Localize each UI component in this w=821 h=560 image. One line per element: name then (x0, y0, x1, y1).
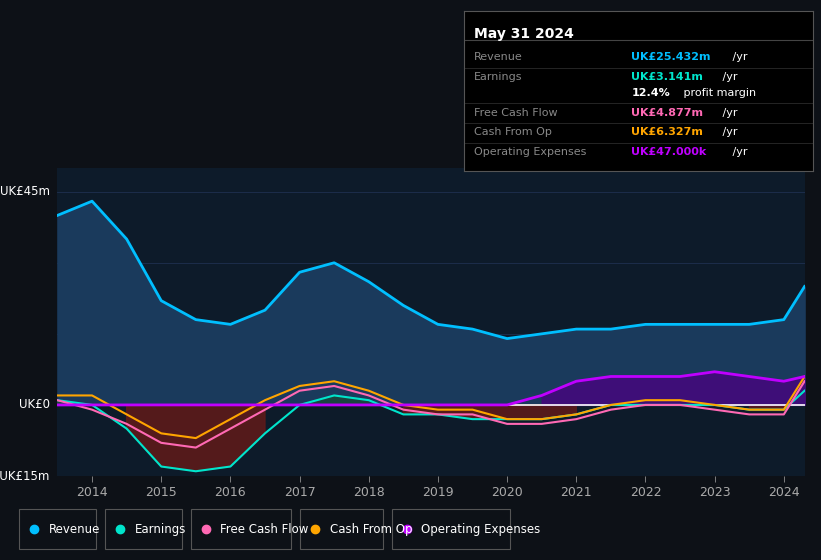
Text: UK£0: UK£0 (19, 398, 50, 412)
Text: May 31 2024: May 31 2024 (475, 27, 574, 41)
Text: UK£47.000k: UK£47.000k (631, 147, 707, 157)
Text: Earnings: Earnings (475, 72, 523, 82)
Text: Free Cash Flow: Free Cash Flow (475, 108, 558, 118)
Text: Operating Expenses: Operating Expenses (475, 147, 587, 157)
Text: Revenue: Revenue (49, 522, 100, 536)
Text: UK£45m: UK£45m (0, 185, 50, 198)
Text: UK£6.327m: UK£6.327m (631, 128, 704, 138)
Text: UK£4.877m: UK£4.877m (631, 108, 704, 118)
Text: /yr: /yr (719, 108, 738, 118)
Text: profit margin: profit margin (680, 87, 756, 97)
Text: Revenue: Revenue (475, 53, 523, 63)
Text: /yr: /yr (719, 72, 738, 82)
Text: Cash From Op: Cash From Op (330, 522, 412, 536)
Text: /yr: /yr (729, 147, 748, 157)
Text: -UK£15m: -UK£15m (0, 469, 50, 483)
Text: UK£3.141m: UK£3.141m (631, 72, 704, 82)
Text: UK£25.432m: UK£25.432m (631, 53, 711, 63)
Text: Cash From Op: Cash From Op (475, 128, 553, 138)
Text: 12.4%: 12.4% (631, 87, 670, 97)
Text: /yr: /yr (719, 128, 738, 138)
Text: Free Cash Flow: Free Cash Flow (220, 522, 309, 536)
Text: Earnings: Earnings (135, 522, 186, 536)
Text: /yr: /yr (729, 53, 748, 63)
Text: Operating Expenses: Operating Expenses (421, 522, 540, 536)
